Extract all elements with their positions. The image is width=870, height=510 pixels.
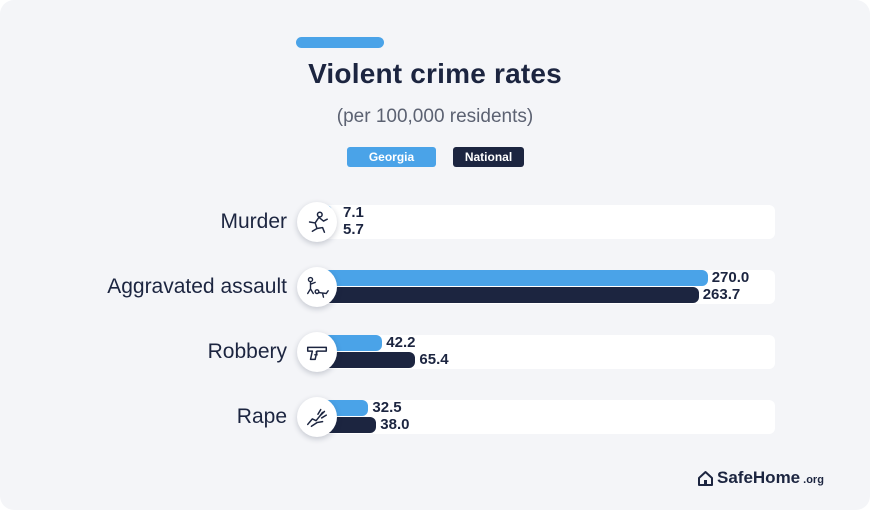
value-label-national: 65.4	[419, 351, 449, 368]
accent-bar	[296, 37, 384, 48]
category-icon-badge	[297, 202, 337, 242]
value-label-georgia: 7.1	[343, 204, 364, 221]
bar-track	[322, 205, 775, 239]
value-label-national: 5.7	[343, 221, 364, 238]
bar-georgia	[322, 335, 383, 351]
bar-georgia	[322, 270, 708, 286]
category-label: Robbery	[207, 340, 287, 363]
logo-tld: .org	[803, 474, 824, 486]
bar-national	[322, 287, 699, 303]
bar-track	[322, 400, 775, 434]
value-label-national: 38.0	[380, 416, 410, 433]
safehome-logo: SafeHome .org	[697, 468, 824, 488]
house-icon	[698, 470, 713, 486]
logo-text: SafeHome	[717, 468, 801, 487]
category-icon-badge	[297, 332, 337, 372]
legend-georgia: Georgia	[347, 147, 436, 167]
value-label-georgia: 270.0	[711, 269, 750, 286]
category-icon-badge	[297, 397, 337, 437]
category-label: Murder	[220, 210, 287, 233]
hand-grab-icon	[306, 408, 328, 428]
assault-icon	[307, 276, 329, 298]
category-icon-badge	[297, 267, 337, 307]
chalk-outline-icon	[308, 211, 328, 233]
category-label: Rape	[236, 405, 287, 428]
bar-national	[322, 352, 416, 368]
chart-title: Violent crime rates	[308, 58, 562, 89]
legend-national: National	[453, 147, 524, 167]
value-label-national: 263.7	[702, 286, 741, 303]
gun-icon	[306, 346, 328, 361]
category-label: Aggravated assault	[107, 275, 287, 298]
value-label-georgia: 42.2	[386, 334, 416, 351]
value-label-georgia: 32.5	[372, 399, 402, 416]
chart-subtitle: (per 100,000 residents)	[336, 106, 534, 127]
